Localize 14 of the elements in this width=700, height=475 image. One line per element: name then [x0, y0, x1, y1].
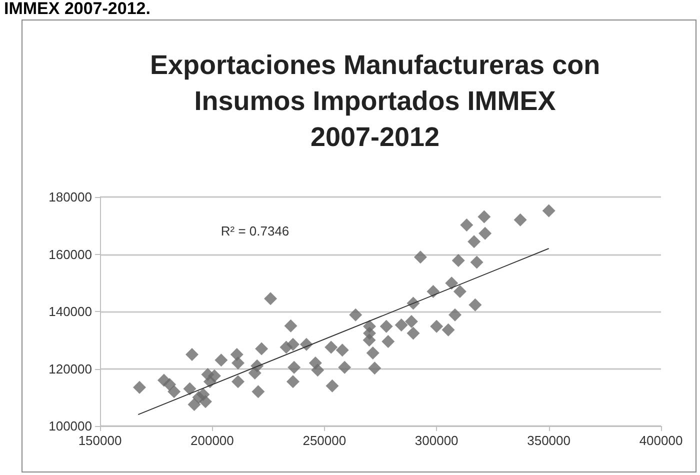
x-tick-label: 300000	[414, 433, 458, 448]
y-tick-label: 180000	[48, 190, 92, 204]
y-tick-label: 100000	[48, 418, 92, 434]
chart-title: Exportaciones Manufactureras con Insumos Importados IMMEX 2007-2012	[150, 50, 600, 152]
y-tick-label: 120000	[48, 361, 92, 376]
annotation: R² = 0.7346	[220, 224, 290, 238]
x-tick-label: 150000	[78, 433, 122, 448]
x-tick-label: 250000	[302, 433, 346, 448]
y-tick-label: 140000	[48, 304, 92, 319]
text: IMMEX 2007-2012.	[4, 0, 150, 18]
x-tick-label: 350000	[527, 433, 570, 448]
x-tick-label: 400000	[639, 433, 683, 448]
y-tick-label: 160000	[48, 246, 92, 262]
x-tick-label: 200000	[190, 433, 234, 448]
